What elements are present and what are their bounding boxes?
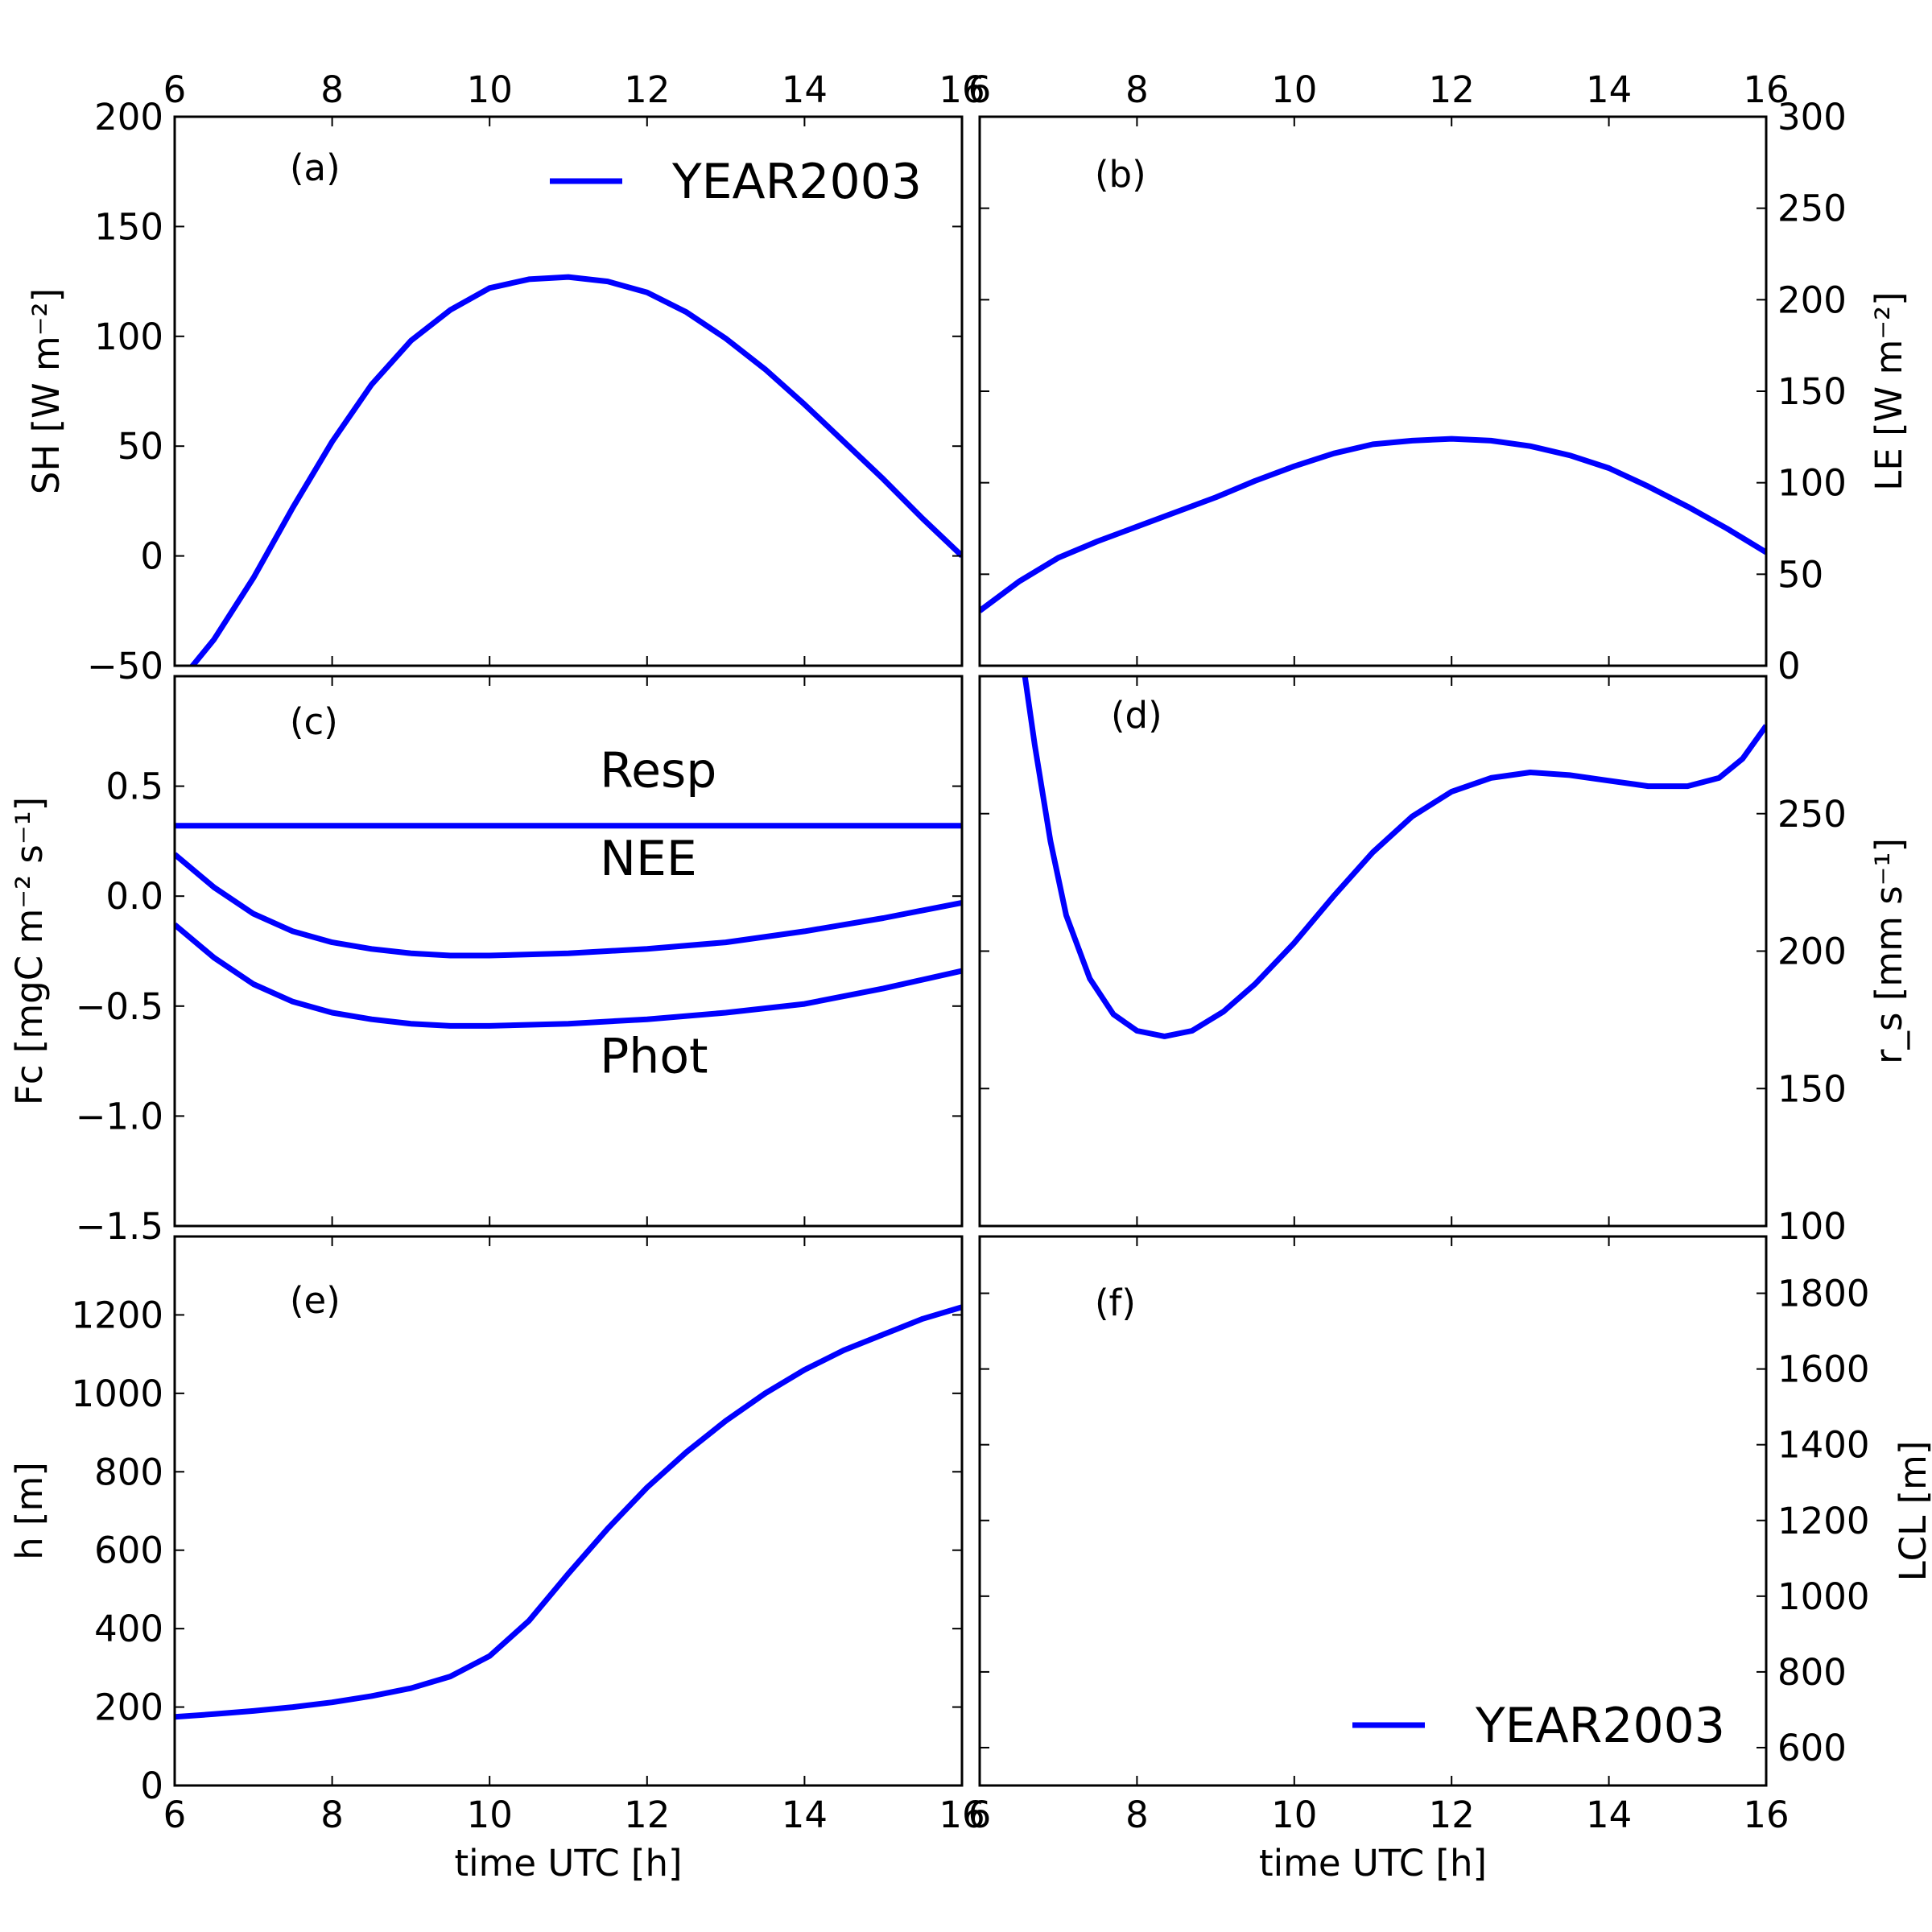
series-line-a-year2003	[188, 274, 962, 666]
y-tick-label: 1200	[71, 1294, 163, 1336]
x-tick-label: 6	[968, 68, 992, 111]
x-tick-label: 8	[1125, 68, 1149, 111]
x-tick-label: 8	[320, 68, 344, 111]
y-tick-label: 1000	[71, 1373, 163, 1415]
panel-label: (b)	[1095, 153, 1146, 196]
panel-label: (d)	[1111, 694, 1162, 737]
y-tick-label: 0.5	[105, 766, 163, 808]
y-axis-label: LE [W m⁻²]	[1868, 291, 1910, 490]
y-tick-label: 50	[1777, 553, 1823, 596]
y-tick-label: 0	[140, 535, 163, 578]
y-tick-label: 50	[118, 425, 163, 468]
y-tick-label: 800	[1777, 1651, 1847, 1694]
panel-label: (f)	[1095, 1282, 1136, 1324]
y-tick-label: −1.0	[76, 1095, 163, 1137]
y-tick-label: 600	[1777, 1727, 1847, 1769]
x-axis-label: time UTC [h]	[1259, 1842, 1487, 1885]
y-tick-label: 0	[140, 1765, 163, 1807]
y-tick-label: 400	[94, 1608, 163, 1650]
y-tick-label: −1.5	[76, 1205, 163, 1248]
panel-label: (a)	[290, 147, 341, 189]
y-tick-label: 100	[1777, 1205, 1847, 1248]
y-tick-label: 800	[94, 1451, 163, 1493]
x-tick-label: 14	[1586, 1794, 1632, 1836]
x-tick-label: 6	[968, 1794, 992, 1836]
y-tick-label: 300	[1777, 96, 1847, 138]
annotation-phot: Phot	[600, 1029, 708, 1085]
y-axis-label: LCL [m]	[1892, 1441, 1932, 1582]
y-tick-label: 0	[1777, 645, 1801, 687]
y-tick-label: 250	[1777, 793, 1847, 836]
panel-e	[173, 1235, 964, 1787]
y-tick-label: 1400	[1777, 1424, 1870, 1467]
x-tick-label: 12	[624, 1794, 670, 1836]
y-tick-label: 200	[1777, 279, 1847, 321]
plot-frame-c	[173, 675, 964, 1228]
y-tick-label: 200	[94, 1686, 163, 1729]
x-tick-label: 10	[1271, 1794, 1317, 1836]
x-tick-label: 16	[939, 68, 985, 111]
y-tick-label: 600	[94, 1530, 163, 1572]
y-axis-label: Fc [mgC m⁻² s⁻¹]	[8, 797, 51, 1105]
plot-frame-e	[173, 1235, 964, 1787]
plot-frame-d	[978, 675, 1768, 1228]
legend-label: YEAR2003	[671, 154, 922, 210]
y-tick-label: −50	[87, 645, 163, 687]
y-tick-label: 250	[1777, 188, 1847, 230]
x-tick-label: 6	[163, 68, 187, 111]
y-tick-label: 200	[1777, 931, 1847, 973]
y-tick-label: 150	[1777, 370, 1847, 413]
series-line-c-nee	[175, 852, 962, 959]
x-tick-label: 10	[467, 1794, 513, 1836]
x-tick-label: 16	[1743, 68, 1789, 111]
series-line-c-phot	[175, 923, 962, 1029]
series-line-d-year2003	[1022, 676, 1766, 1039]
plot-frame-f	[978, 1235, 1768, 1787]
y-axis-label: SH [W m⁻²]	[25, 288, 68, 494]
plot-frame-b	[978, 115, 1768, 667]
x-tick-label: 10	[1271, 68, 1317, 111]
x-tick-label: 14	[1586, 68, 1632, 111]
panel-d	[978, 675, 1768, 1228]
x-tick-label: 12	[1429, 68, 1475, 111]
panel-f	[978, 1235, 1768, 1787]
series-line-b-year2003	[980, 436, 1766, 613]
y-tick-label: −0.5	[76, 985, 163, 1028]
x-tick-label: 12	[1429, 1794, 1475, 1836]
y-tick-label: 1000	[1777, 1575, 1870, 1618]
y-tick-label: 200	[94, 96, 163, 138]
x-tick-label: 8	[320, 1794, 344, 1836]
x-tick-label: 8	[1125, 1794, 1149, 1836]
x-tick-label: 16	[1743, 1794, 1789, 1836]
y-tick-label: 0.0	[105, 875, 163, 918]
x-tick-label: 14	[782, 1794, 828, 1836]
y-tick-label: 1800	[1777, 1273, 1870, 1315]
x-tick-label: 10	[467, 68, 513, 111]
x-tick-label: 12	[624, 68, 670, 111]
annotation-resp: Resp	[600, 742, 716, 799]
x-tick-label: 16	[939, 1794, 985, 1836]
y-axis-label: r_s [mm s⁻¹]	[1868, 838, 1910, 1064]
panel-c	[173, 675, 964, 1228]
panel-label: (e)	[290, 1279, 341, 1322]
panel-b	[978, 115, 1768, 667]
y-tick-label: 150	[94, 205, 163, 248]
annotation-nee: NEE	[600, 831, 697, 887]
legend-label: YEAR2003	[1475, 1698, 1725, 1754]
series-line-e-year2003	[175, 1304, 962, 1720]
x-axis-label: time UTC [h]	[454, 1842, 682, 1885]
x-tick-label: 6	[163, 1794, 187, 1836]
y-axis-label: h [m]	[8, 1462, 51, 1560]
y-tick-label: 1200	[1777, 1500, 1870, 1542]
plot-frame-a	[173, 115, 964, 667]
panel-label: (c)	[290, 700, 338, 743]
y-tick-label: 1600	[1777, 1348, 1870, 1391]
y-tick-label: 100	[94, 316, 163, 358]
y-tick-label: 100	[1777, 462, 1847, 505]
panel-a	[173, 115, 964, 667]
y-tick-label: 150	[1777, 1067, 1847, 1110]
x-tick-label: 14	[782, 68, 828, 111]
